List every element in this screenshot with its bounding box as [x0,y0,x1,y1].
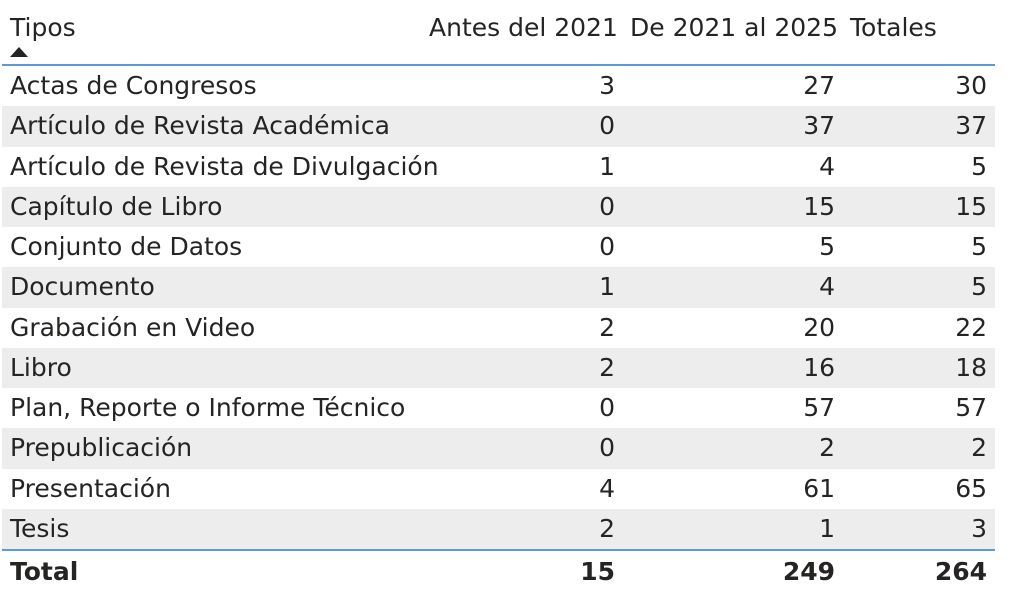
row-2021-2025: 2 [819,433,835,463]
row-antes-2021: 0 [599,191,615,221]
row-tipo: Plan, Reporte o Informe Técnico [10,393,406,422]
row-tipo: Presentación [10,473,171,503]
column-header-antes-2021[interactable]: Antes del 2021 [429,13,618,42]
table-row[interactable]: Actas de Congresos 3 27 30 [2,66,995,106]
row-tipo: Actas de Congresos [10,71,257,100]
row-antes-2021: 2 [599,352,615,382]
row-total: 30 [955,71,987,100]
row-2021-2025: 57 [803,393,835,422]
row-total: 15 [955,191,987,221]
total-row: Total 15 249 264 [2,549,995,593]
row-antes-2021: 0 [599,232,615,261]
sort-ascending-icon[interactable] [10,47,28,57]
row-total: 3 [971,513,987,543]
total-label: Total [10,557,79,586]
total-antes-2021: 15 [580,557,615,586]
row-total: 65 [955,473,987,503]
column-header-2021-2025[interactable]: De 2021 al 2025 [630,13,838,42]
table-row[interactable]: Prepublicación 0 2 2 [2,428,995,469]
row-tipo: Documento [10,272,155,302]
total-2021-2025: 249 [782,557,835,586]
row-2021-2025: 27 [803,71,835,100]
row-antes-2021: 3 [599,71,615,100]
total-totales: 264 [934,557,987,586]
row-tipo: Conjunto de Datos [10,232,243,261]
row-antes-2021: 0 [599,433,615,463]
row-tipo: Prepublicación [10,433,193,463]
row-2021-2025: 37 [803,111,835,141]
row-total: 2 [971,433,987,463]
row-antes-2021: 0 [599,111,615,141]
table-row[interactable]: Conjunto de Datos 0 5 5 [2,227,995,267]
row-tipo: Capítulo de Libro [10,191,223,221]
table-header: Tipos Antes del 2021 De 2021 al 2025 Tot… [2,0,995,66]
row-antes-2021: 1 [599,272,615,302]
row-total: 5 [971,272,987,302]
row-antes-2021: 1 [599,151,615,181]
row-antes-2021: 2 [599,513,615,543]
table-body: Actas de Congresos 3 27 30 Artículo de Revis… [2,66,995,549]
row-antes-2021: 0 [599,393,615,422]
row-2021-2025: 4 [819,272,835,302]
table-row[interactable]: Tesis 2 1 3 [2,508,995,549]
row-total: 22 [955,312,987,342]
row-total: 37 [955,111,987,141]
row-tipo: Artículo de Revista de Divulgación [10,151,439,181]
row-tipo: Artículo de Revista Académica [10,111,390,141]
table-row[interactable]: Presentación 4 61 65 [2,469,995,509]
row-tipo: Grabación en Video [10,312,256,342]
row-2021-2025: 61 [803,473,835,503]
column-header-totales[interactable]: Totales [850,13,937,42]
row-tipo: Tesis [10,513,70,543]
row-2021-2025: 15 [803,191,835,221]
table-row[interactable]: Plan, Reporte o Informe Técnico 0 57 57 [2,388,995,428]
row-antes-2021: 2 [599,312,615,342]
row-total: 57 [955,393,987,422]
row-total: 5 [971,151,987,181]
row-2021-2025: 5 [819,232,835,261]
row-2021-2025: 16 [803,352,835,382]
column-header-tipos[interactable]: Tipos [10,13,76,42]
table-row[interactable]: Capítulo de Libro 0 15 15 [2,186,995,227]
row-total: 5 [971,232,987,261]
table-row[interactable]: Artículo de Revista Académica 0 37 37 [2,106,995,147]
table-row[interactable]: Grabación en Video 2 20 22 [2,308,995,348]
row-total: 18 [955,352,987,382]
row-antes-2021: 4 [599,473,615,503]
table-row[interactable]: Artículo de Revista de Divulgación 1 4 5 [2,147,995,187]
row-2021-2025: 1 [819,513,835,543]
row-2021-2025: 4 [819,151,835,181]
table-row[interactable]: Libro 2 16 18 [2,347,995,388]
data-table: Tipos Antes del 2021 De 2021 al 2025 Tot… [2,0,995,593]
row-2021-2025: 20 [803,312,835,342]
row-tipo: Libro [10,352,72,382]
table-row[interactable]: Documento 1 4 5 [2,267,995,308]
